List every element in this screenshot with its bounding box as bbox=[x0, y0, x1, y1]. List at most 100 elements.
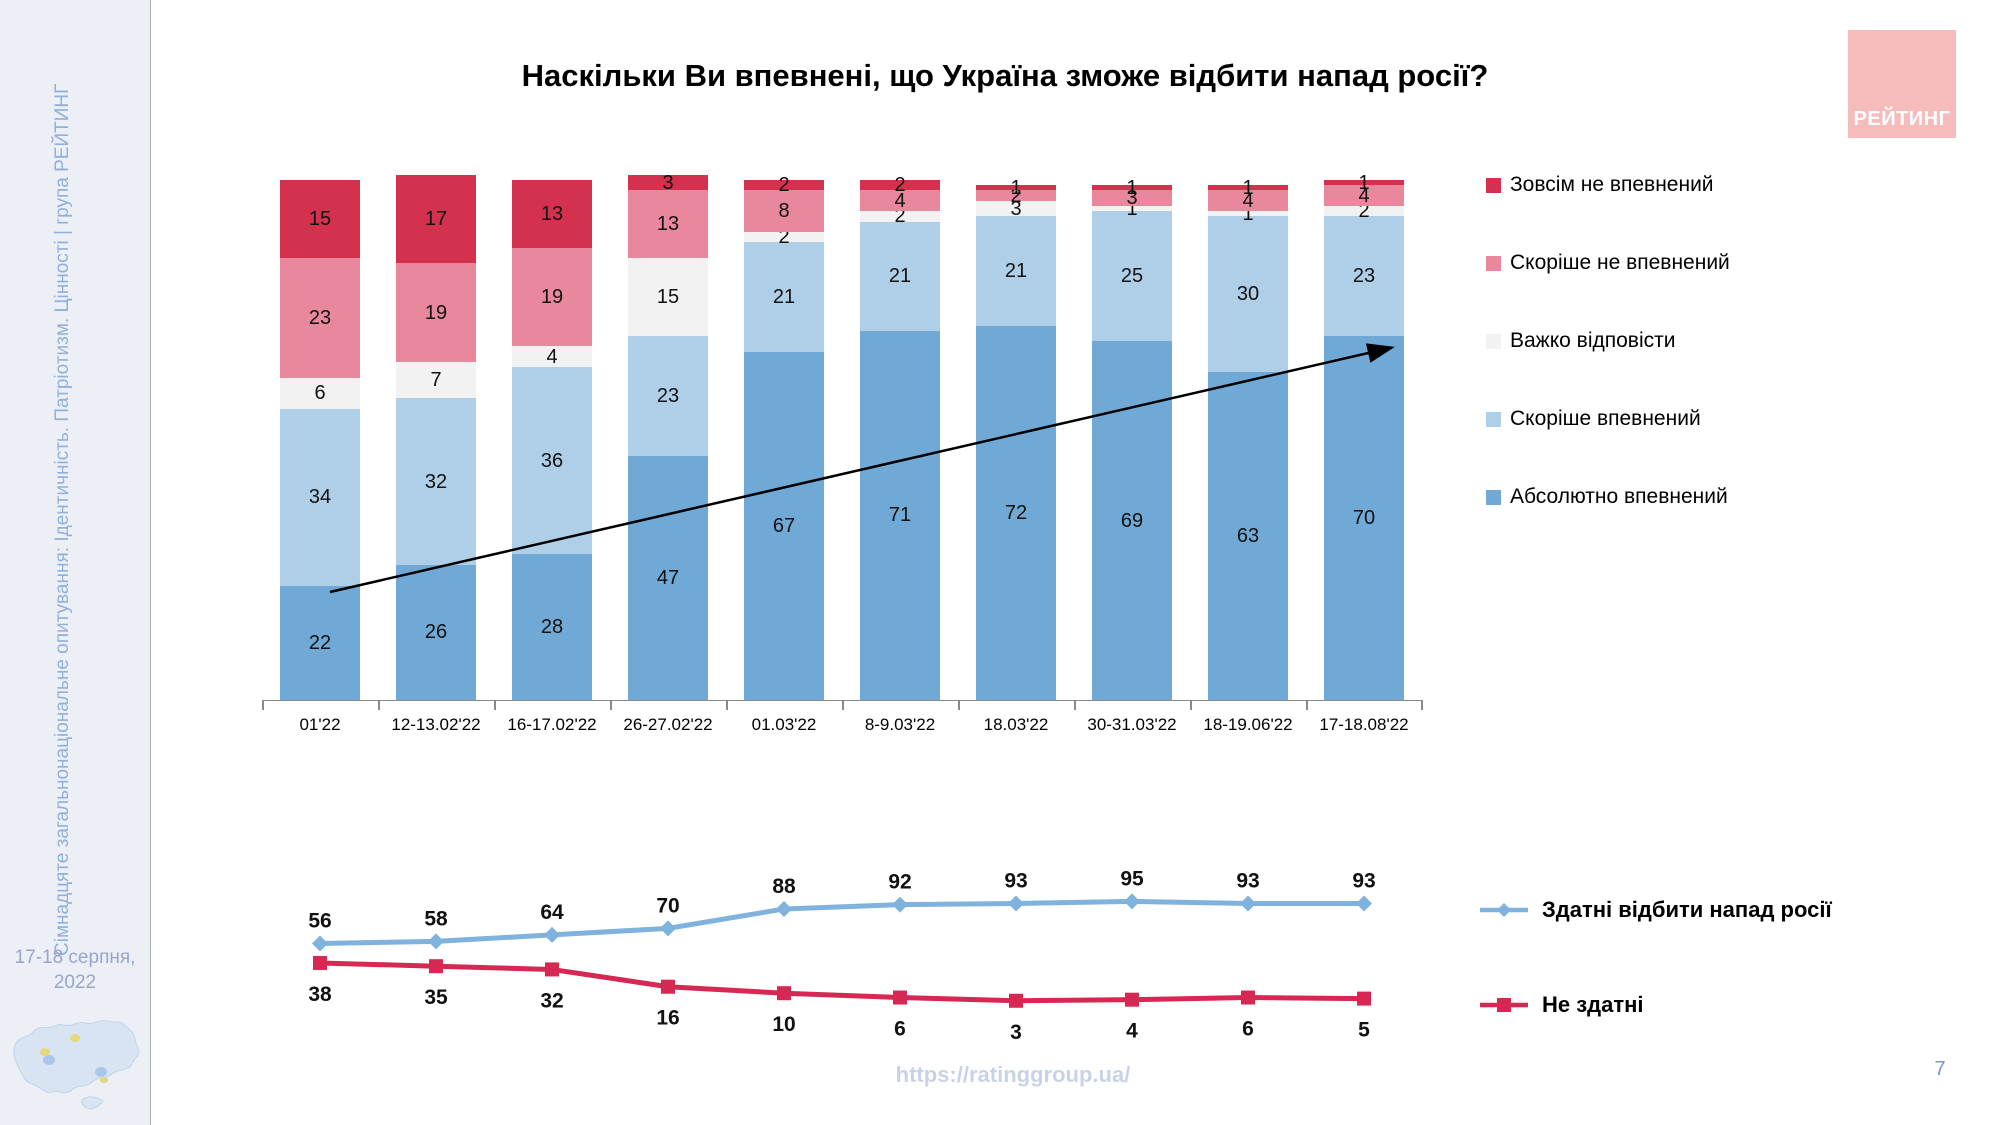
line-data-label: 10 bbox=[772, 1013, 795, 1036]
x-axis-label: 30-31.03'22 bbox=[1087, 715, 1177, 734]
line-data-label: 35 bbox=[424, 986, 448, 1009]
bar-segment bbox=[1324, 206, 1404, 217]
bar-segment-label: 1 bbox=[1010, 176, 1022, 199]
bar-segment-label: 21 bbox=[888, 265, 912, 288]
legend-swatch-icon bbox=[1486, 411, 1501, 427]
x-axis-label: 18.03'22 bbox=[983, 715, 1049, 734]
bar-segment bbox=[1092, 190, 1172, 206]
bar-segment-label: 8 bbox=[778, 200, 790, 223]
x-axis-label: 18-19.06'22 bbox=[1203, 715, 1293, 734]
bar-segment-label: 63 bbox=[1236, 525, 1260, 548]
line-marker-square-icon bbox=[429, 959, 443, 974]
line-data-label: 58 bbox=[424, 907, 448, 930]
bar-chart: 22 34 6 23 15 26 32 7 19 17 28 36 4 19 13 47 23 15 13 3 67 21… bbox=[262, 172, 1422, 700]
bar-segment-label: 34 bbox=[308, 486, 332, 509]
line-marker-diamond-icon bbox=[1356, 895, 1372, 912]
bar-segment-label: 30 bbox=[1236, 283, 1260, 306]
legend-item: Важко відповісти bbox=[1486, 328, 1730, 354]
legend-item: Скоріше впевнений bbox=[1486, 406, 1730, 432]
line-legend-item-unable: Не здатні bbox=[1478, 992, 1644, 1018]
line-data-label: 56 bbox=[308, 910, 331, 933]
bar-segment-label: 2 bbox=[1358, 200, 1370, 223]
bar-segment bbox=[860, 180, 940, 191]
line-data-label: 93 bbox=[1004, 870, 1027, 893]
bar-chart-legend: Зовсім не впевнений Скоріше не впевнений В… bbox=[1486, 172, 1730, 510]
bar-segment-label: 6 bbox=[314, 382, 326, 405]
bar-segment-label: 2 bbox=[894, 174, 906, 197]
line-legend-sample-red-square-icon bbox=[1480, 998, 1528, 1012]
legend-label: Важко відповісти bbox=[1510, 329, 1676, 352]
x-axis-label: 01'22 bbox=[299, 715, 341, 734]
line-data-label: 32 bbox=[540, 989, 563, 1012]
bar-segment bbox=[860, 221, 940, 331]
legend-item: Абсолютно впевнений bbox=[1486, 484, 1730, 510]
bar-segment-label: 23 bbox=[656, 384, 680, 407]
line-marker-square-icon bbox=[893, 990, 907, 1005]
legend-label: Абсолютно впевнений bbox=[1510, 485, 1728, 508]
axis-tick bbox=[1190, 701, 1192, 710]
bar-chart-axis bbox=[262, 700, 1423, 711]
sidebar-vertical-text: Сімнадцяте загальнонаціональне опитуванн… bbox=[52, 83, 73, 956]
bar-segment-label: 36 bbox=[540, 449, 564, 472]
line-data-label: 3 bbox=[1010, 1021, 1022, 1044]
bar-segment-label: 17 bbox=[424, 208, 448, 230]
bar-segment-label: 70 bbox=[1352, 507, 1376, 529]
bar-segment-label: 2 bbox=[778, 174, 790, 197]
bar-segment bbox=[976, 185, 1056, 191]
line-legend-sample-blue-diamond-icon bbox=[1480, 903, 1528, 917]
bar-segment bbox=[1092, 211, 1172, 342]
legend-label: Скоріше не впевнений bbox=[1510, 251, 1730, 274]
line-marker-diamond-icon bbox=[428, 933, 444, 950]
bar-segment-label: 67 bbox=[772, 514, 796, 537]
bar-segment-label: 22 bbox=[308, 631, 332, 654]
bar-segment bbox=[1208, 211, 1288, 217]
bar-segment-label: 23 bbox=[308, 306, 332, 329]
ukraine-map-icon bbox=[13, 1020, 140, 1110]
legend-swatch-icon bbox=[1486, 177, 1501, 193]
bar-segment bbox=[1324, 185, 1404, 206]
bar-segment-label: 71 bbox=[888, 504, 912, 527]
line-data-label: 93 bbox=[1236, 870, 1259, 893]
bar-segment bbox=[1324, 216, 1404, 336]
axis-tick bbox=[1421, 701, 1423, 710]
legend-label: Скоріше впевнений bbox=[1510, 407, 1701, 430]
line-data-label: 95 bbox=[1120, 867, 1144, 890]
bar-segment bbox=[860, 211, 940, 222]
bar-segment bbox=[860, 190, 940, 212]
line-data-label: 70 bbox=[656, 894, 679, 917]
bar-segment bbox=[744, 232, 824, 243]
axis-tick bbox=[958, 701, 960, 710]
line-marker-diamond-icon bbox=[892, 896, 908, 913]
bar-chart-xlabels: 01'22 12-13.02'22 16-17.02'22 26-27.02'22 01… bbox=[262, 715, 1422, 735]
line-marker-diamond-icon bbox=[660, 920, 676, 937]
bar-segment-label: 3 bbox=[1010, 197, 1022, 220]
bar-segment-label: 21 bbox=[1004, 260, 1028, 282]
axis-tick bbox=[494, 701, 496, 710]
bar-segment-label: 47 bbox=[656, 566, 680, 589]
line-data-label: 38 bbox=[308, 983, 332, 1006]
sidebar-date: 17-18 серпня, 2022 bbox=[0, 946, 150, 995]
bar-segment bbox=[1324, 180, 1404, 186]
bar-segment bbox=[976, 190, 1056, 201]
line-legend-label-able: Здатні відбити напад росії bbox=[1542, 897, 1832, 922]
bar-segment bbox=[628, 190, 708, 258]
bar-segment-label: 23 bbox=[1352, 265, 1376, 288]
line-legend-label-unable: Не здатні bbox=[1542, 992, 1644, 1017]
bar-segment bbox=[1208, 185, 1288, 191]
line-marker-square-icon bbox=[661, 979, 675, 994]
line-data-label: 93 bbox=[1352, 870, 1375, 893]
bar-segment-label: 19 bbox=[540, 286, 564, 308]
bar-segment bbox=[1208, 190, 1288, 212]
bar-segment bbox=[628, 174, 708, 191]
bar-segment-label: 4 bbox=[1242, 189, 1254, 212]
line-marker-diamond-icon bbox=[1240, 895, 1256, 912]
bar-segment-label: 15 bbox=[308, 208, 332, 230]
line-marker-diamond-icon bbox=[776, 900, 792, 917]
line-marker-square-icon bbox=[1125, 992, 1139, 1007]
bar-segment bbox=[976, 216, 1056, 326]
bar-segment-label: 4 bbox=[894, 189, 906, 212]
line-data-label: 16 bbox=[656, 1007, 679, 1030]
legend-swatch-icon bbox=[1486, 255, 1501, 271]
footer-url-link[interactable]: https://ratinggroup.ua/ bbox=[895, 1062, 1131, 1087]
bar-segment-label: 69 bbox=[1120, 509, 1144, 532]
